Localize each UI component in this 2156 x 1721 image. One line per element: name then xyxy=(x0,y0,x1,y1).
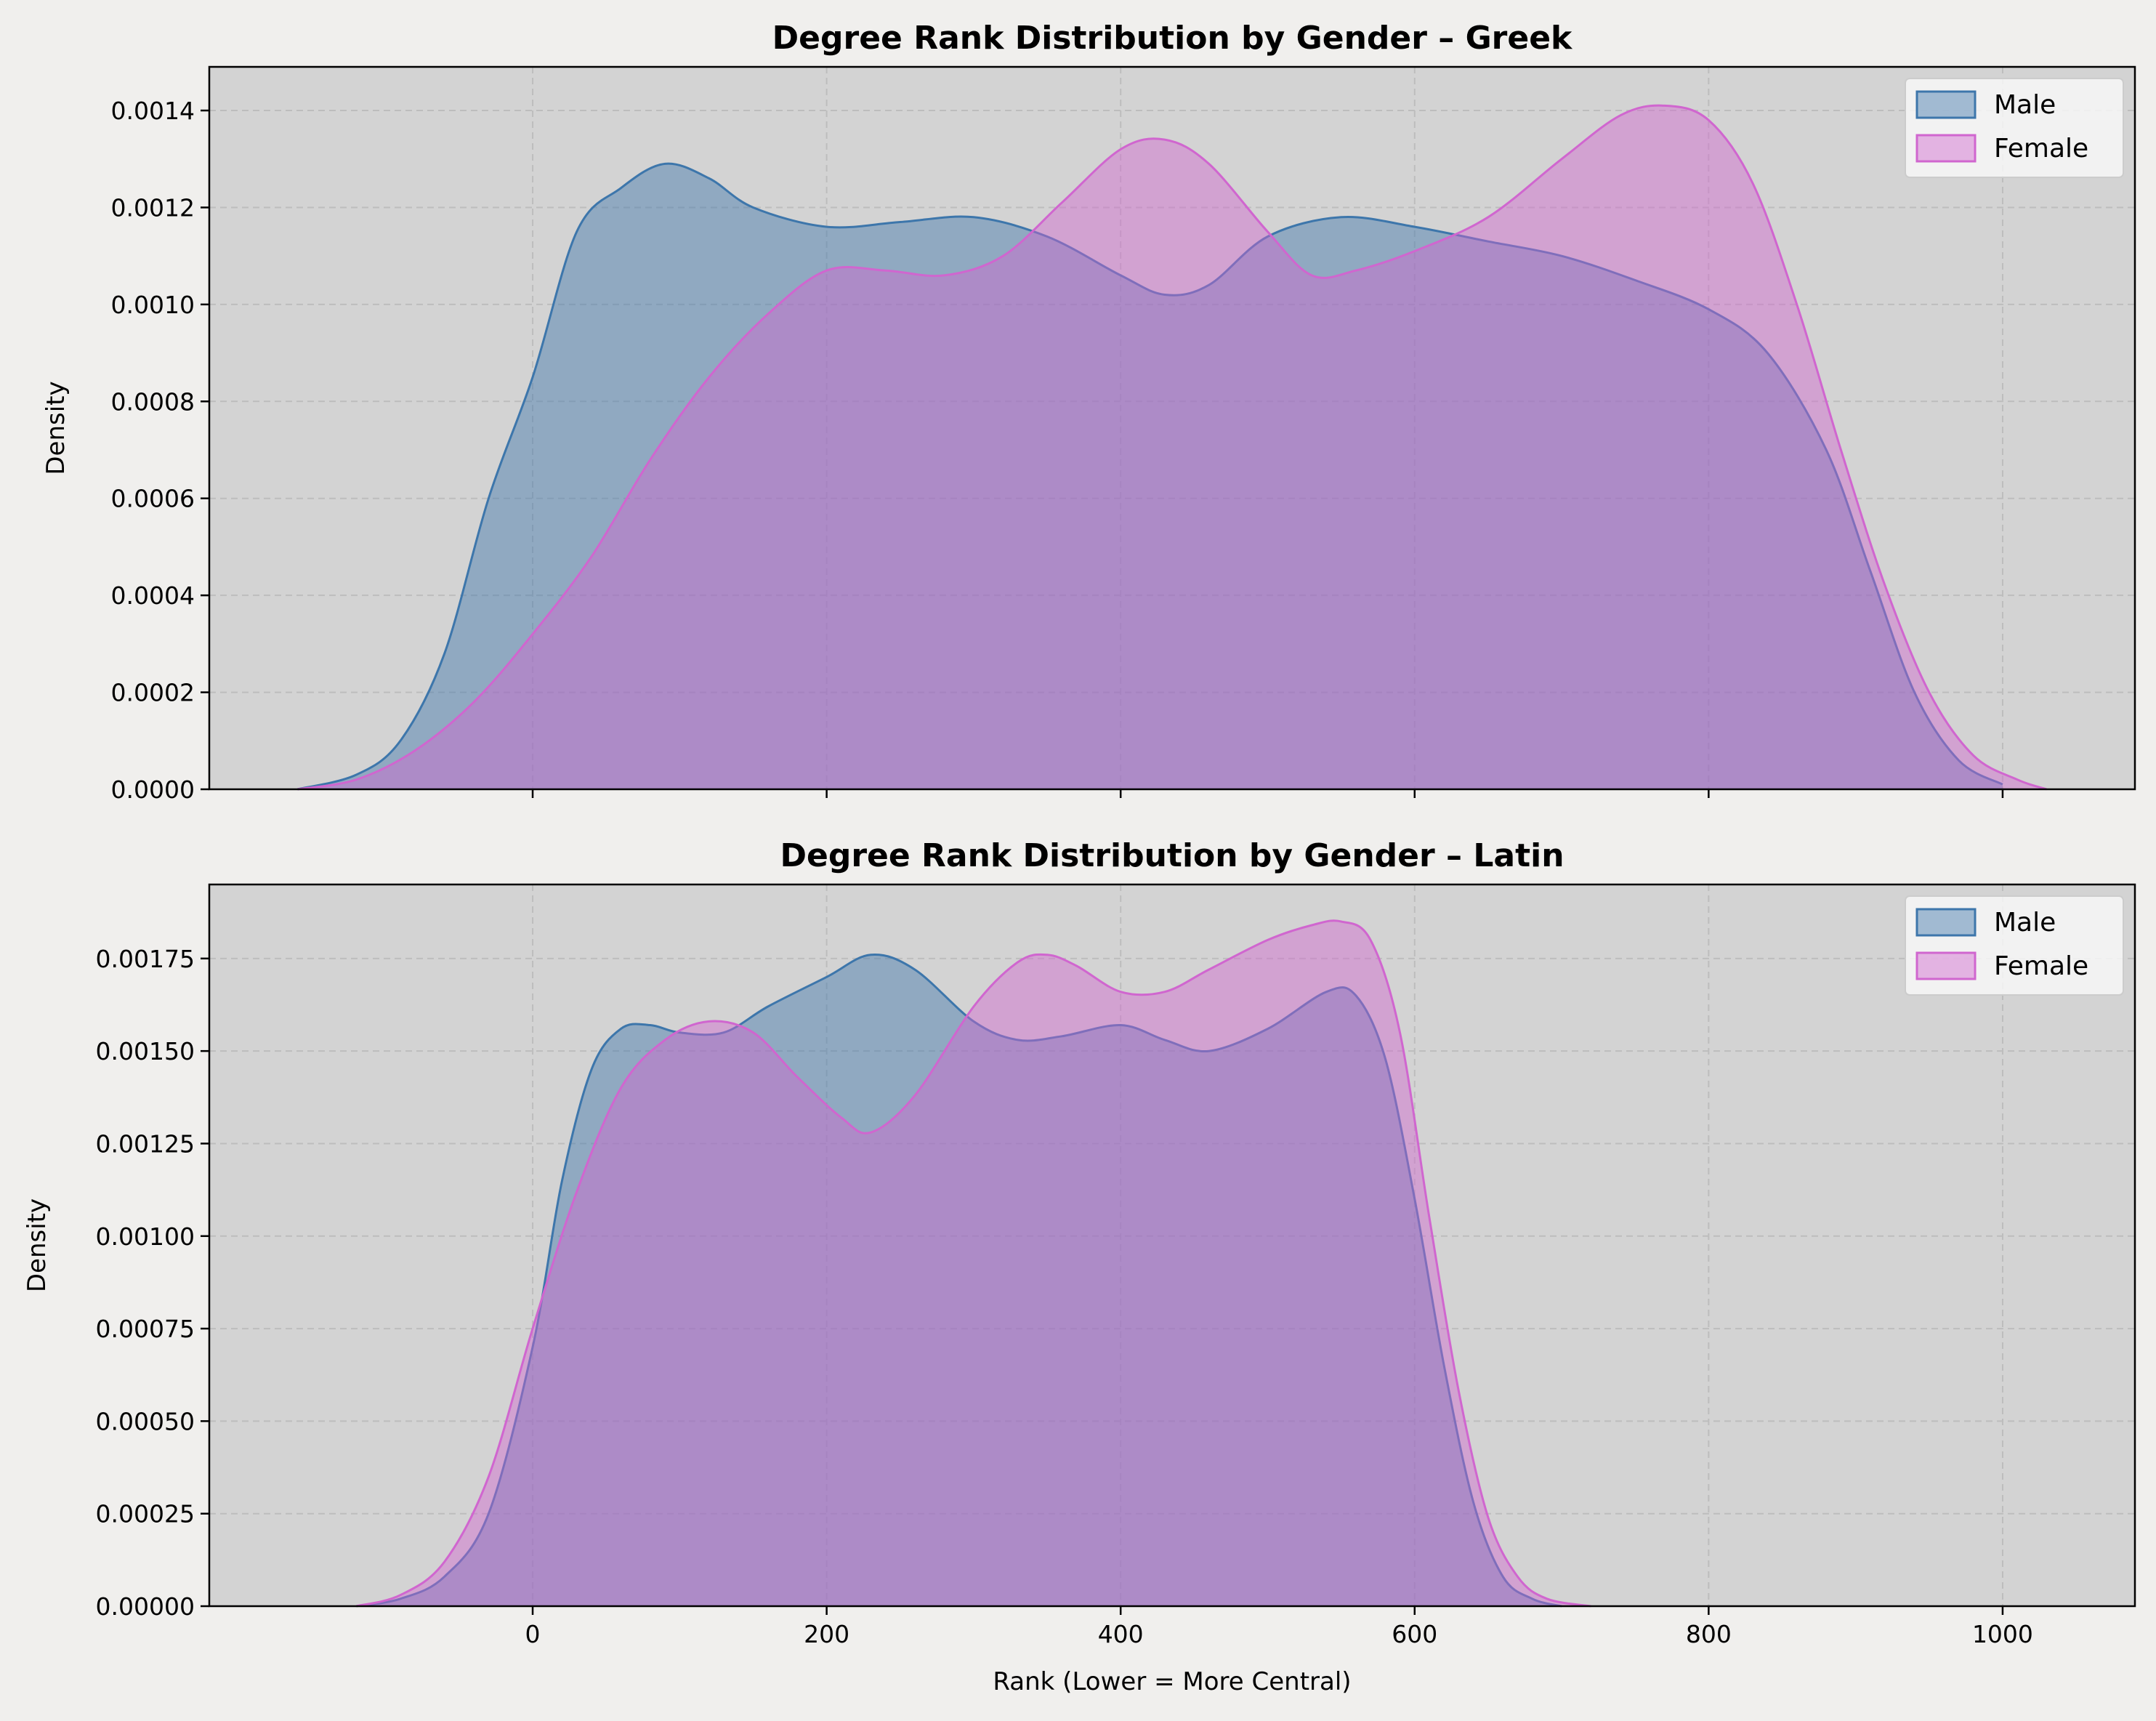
y-tick-label: 0.00100 xyxy=(96,1222,195,1251)
legend-box xyxy=(1905,895,2124,996)
density-area-female xyxy=(297,105,2047,789)
density-line-male xyxy=(356,954,1562,1608)
density-area-female xyxy=(356,920,1591,1606)
x-tick-label: 400 xyxy=(1098,1620,1144,1648)
y-axis-label: Density xyxy=(23,1198,52,1292)
panel-greek: 0.0000 0.0002 0.0004 0.0006 0.0008 0.0010 0.00… xyxy=(41,20,2136,804)
y-tick-label: 0.0004 xyxy=(111,581,195,610)
y-tick-label: 0.00075 xyxy=(96,1315,195,1343)
y-tick-label: 0.00150 xyxy=(96,1037,195,1065)
x-tick-label: 1000 xyxy=(1972,1620,2033,1648)
density-area-male xyxy=(297,164,2003,790)
legend-swatch-male xyxy=(1915,90,1977,119)
panel-latin: 0 200 400 600 800 1000 0.00000 0.00025 0.00050 0.… xyxy=(23,837,2136,1696)
y-tick-label: 0.0002 xyxy=(111,679,195,707)
y-tick-label: 0.0008 xyxy=(111,387,195,416)
legend-swatch-female xyxy=(1915,951,1977,980)
y-tick-label: 0.0014 xyxy=(111,97,195,125)
legend: Male Female xyxy=(1905,78,2124,178)
axes-frame xyxy=(208,883,2136,1608)
legend-label-female: Female xyxy=(1994,134,2088,164)
x-tick-label: 600 xyxy=(1392,1620,1437,1648)
x-tick-label: 800 xyxy=(1686,1620,1732,1648)
y-tick-label: 0.00050 xyxy=(96,1407,195,1435)
legend-label-female: Female xyxy=(1994,951,2088,981)
y-tick-label: 0.00175 xyxy=(96,945,195,973)
y-tick-label: 0.0010 xyxy=(111,291,195,319)
x-tick-label: 0 xyxy=(525,1620,541,1648)
density-area-male xyxy=(356,954,1562,1606)
density-line-female xyxy=(355,919,1591,1608)
x-axis-label: Rank (Lower = More Central) xyxy=(993,1667,1351,1696)
axes-frame xyxy=(208,65,2136,791)
chart-title: Degree Rank Distribution by Gender – Gre… xyxy=(772,20,1573,57)
chart-title: Degree Rank Distribution by Gender – Lat… xyxy=(780,837,1564,874)
y-tick-label: 0.0012 xyxy=(111,193,195,222)
y-tick-label: 0.0006 xyxy=(111,485,195,513)
density-line-male xyxy=(297,162,2003,791)
plot-background xyxy=(209,67,2135,789)
legend-swatch-male xyxy=(1915,908,1977,937)
legend-swatch-female xyxy=(1915,134,1977,163)
y-tick-label: 0.0000 xyxy=(111,775,195,804)
y-tick-label: 0.00000 xyxy=(96,1592,195,1621)
legend: Male Female xyxy=(1905,895,2124,996)
y-tick-label: 0.00125 xyxy=(96,1129,195,1158)
density-line-female xyxy=(297,104,2048,791)
legend-label-male: Male xyxy=(1994,90,2056,120)
y-axis-label: Density xyxy=(41,381,70,475)
legend-box xyxy=(1905,78,2124,178)
x-tick-label: 200 xyxy=(804,1620,849,1648)
y-tick-label: 0.00025 xyxy=(96,1500,195,1528)
legend-label-male: Male xyxy=(1994,908,2056,938)
plot-background xyxy=(209,884,2135,1606)
